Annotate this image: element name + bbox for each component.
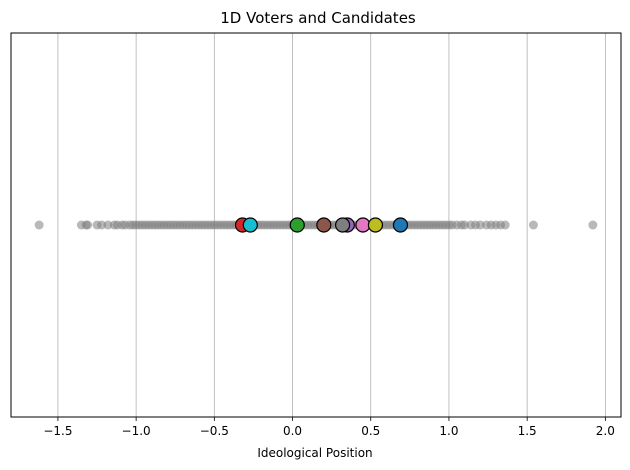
candidate-point	[367, 217, 384, 233]
voter-point	[475, 220, 485, 230]
voter-point	[34, 220, 44, 230]
voter-point	[588, 220, 598, 230]
x-tick-label: −1.0	[122, 424, 151, 438]
candidate-point	[334, 217, 351, 233]
plot-frame	[10, 32, 622, 418]
voter-point	[500, 220, 510, 230]
x-tick-label: 1.5	[518, 424, 537, 438]
x-tick-label: −1.5	[43, 424, 72, 438]
voter-point	[97, 220, 107, 230]
x-axis-ticks: −1.5 −1.0 −0.5 0.0 0.5 1.0 1.5 2.0	[43, 417, 615, 438]
voter-point	[528, 220, 538, 230]
candidate-point	[289, 217, 305, 233]
x-tick-label: 2.0	[596, 424, 615, 438]
voter-point	[103, 220, 113, 230]
voter-point	[83, 220, 93, 230]
x-tick-label: 0.0	[283, 424, 302, 438]
x-tick-label: 1.0	[439, 424, 458, 438]
candidate-point	[242, 217, 258, 233]
candidate-point	[392, 217, 409, 233]
candidate-point	[316, 217, 332, 233]
voter-point	[460, 220, 470, 230]
x-axis-label: Ideological Position	[257, 446, 372, 460]
x-tick-label: −0.5	[200, 424, 229, 438]
candidate-points	[234, 217, 409, 233]
candidate-point	[355, 217, 371, 233]
x-tick-label: 0.5	[361, 424, 380, 438]
chart-title: 1D Voters and Candidates	[220, 9, 416, 27]
